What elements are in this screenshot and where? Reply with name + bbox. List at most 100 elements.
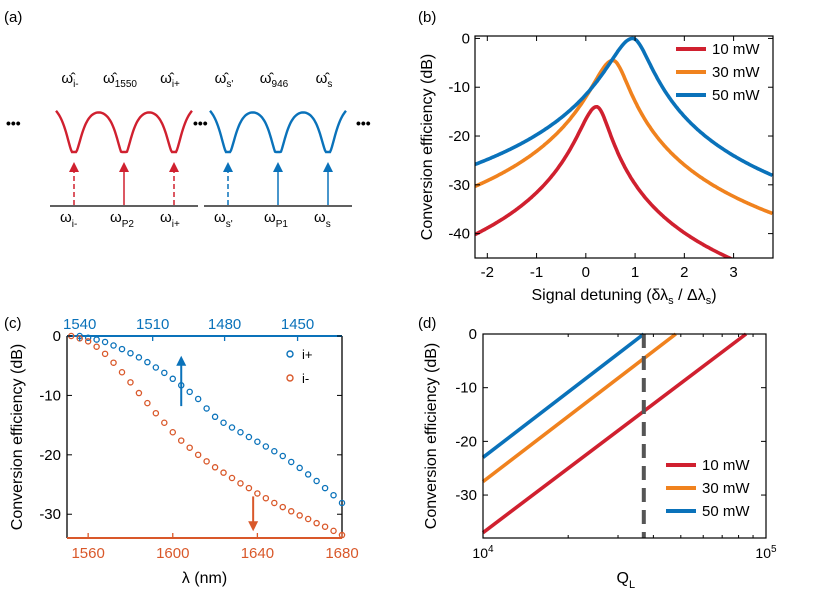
x-axis-label-d: QL bbox=[617, 570, 636, 591]
data-point-i+ bbox=[321, 484, 329, 492]
data-point-i- bbox=[84, 338, 92, 345]
ellipsis-left: ••• bbox=[6, 115, 21, 131]
panel-d-chart: 104 105 0 -10 -20 -30 10 mW 30 mW 50 mW QL Convers… bbox=[423, 326, 777, 591]
panel-label-d: (d) bbox=[418, 315, 436, 332]
legend-label-b-1: 30 mW bbox=[712, 64, 760, 81]
data-point-i- bbox=[93, 343, 100, 350]
arrow-up-head-c bbox=[176, 355, 187, 366]
series-line-d-50mW bbox=[481, 332, 645, 459]
data-point-i- bbox=[203, 458, 210, 465]
y-tick-label-b: -20 bbox=[448, 128, 470, 145]
left-hat-label-1: ω̂1550 bbox=[103, 70, 137, 90]
y-tick-label-d: -30 bbox=[455, 487, 477, 504]
top-tick-label-c: 1480 bbox=[208, 316, 241, 333]
y-tick-label-b: 0 bbox=[462, 30, 470, 47]
plot-frame-d bbox=[482, 333, 767, 539]
data-point-i+ bbox=[135, 354, 143, 361]
x-axis-label-c: λ (nm) bbox=[182, 570, 227, 587]
x-tick-label-c: 1640 bbox=[241, 545, 274, 562]
series-line-d-10mW bbox=[481, 332, 748, 535]
right-hat-label-1: ω̂946 bbox=[260, 70, 289, 90]
ellipsis-middle: ••• bbox=[193, 115, 208, 131]
y-tick-label-c: 0 bbox=[53, 328, 61, 345]
right-freq-label-1: ωP1 bbox=[264, 209, 288, 230]
data-point-i- bbox=[237, 480, 244, 487]
y-tick-label-b: -40 bbox=[448, 226, 470, 243]
data-point-i+ bbox=[237, 428, 244, 436]
series-line-10mW bbox=[475, 105, 734, 258]
data-point-i- bbox=[228, 474, 236, 482]
left-hat-label-2: ω̂i+ bbox=[160, 70, 180, 90]
data-point-i- bbox=[186, 444, 193, 451]
data-point-i- bbox=[279, 503, 287, 511]
data-point-i+ bbox=[271, 448, 278, 455]
data-point-i+ bbox=[110, 342, 117, 349]
data-point-i- bbox=[287, 508, 295, 515]
data-point-i+ bbox=[194, 395, 202, 403]
y-tick-label-d: -20 bbox=[455, 433, 477, 450]
data-point-i- bbox=[144, 399, 151, 407]
left-freq-label-0: ωi- bbox=[60, 209, 77, 230]
y-tick-label-c: -10 bbox=[39, 387, 61, 404]
top-tick-label-c: 1510 bbox=[136, 316, 169, 333]
data-point-i- bbox=[220, 469, 227, 476]
x-tick-label-b: 1 bbox=[631, 264, 639, 281]
data-point-i+ bbox=[254, 438, 261, 446]
left-resonance-curve bbox=[55, 110, 193, 154]
data-point-i+ bbox=[296, 464, 303, 472]
data-point-i- bbox=[152, 409, 160, 417]
data-point-i- bbox=[118, 368, 126, 376]
left-arrow-head-2 bbox=[169, 162, 179, 172]
legend-label-c-1: i- bbox=[302, 371, 309, 386]
data-point-i+ bbox=[161, 369, 168, 377]
panel-label-b: (b) bbox=[418, 9, 436, 26]
y-tick-label-d: 0 bbox=[469, 326, 477, 343]
data-point-i+ bbox=[118, 345, 126, 353]
right-hat-label-0: ω̂s' bbox=[215, 70, 234, 90]
left-freq-label-1: ωP2 bbox=[110, 209, 134, 230]
top-tick-label-c: 1540 bbox=[63, 316, 96, 333]
x-axis-label-b: Signal detuning (δλs / Δλs) bbox=[531, 287, 716, 307]
data-point-i+ bbox=[262, 443, 270, 450]
data-point-i- bbox=[271, 499, 278, 507]
x-tick-label-c: 1600 bbox=[156, 545, 189, 562]
data-point-i- bbox=[169, 428, 177, 436]
data-point-i+ bbox=[93, 336, 100, 343]
y-tick-label-c: -20 bbox=[39, 447, 61, 464]
data-point-i- bbox=[161, 419, 168, 426]
data-point-i- bbox=[177, 437, 185, 444]
x-tick-label-b: -1 bbox=[530, 264, 543, 281]
legend-label-b-2: 50 mW bbox=[712, 87, 760, 104]
right-arrow-head-1 bbox=[273, 162, 283, 172]
data-point-i- bbox=[330, 527, 337, 535]
x-tick-label-b: 3 bbox=[729, 264, 737, 281]
right-freq-label-2: ωs bbox=[314, 209, 331, 230]
data-point-i+ bbox=[169, 375, 177, 383]
data-point-i+ bbox=[228, 424, 236, 431]
left-freq-label-2: ωi+ bbox=[160, 209, 180, 230]
data-point-i+ bbox=[152, 364, 160, 371]
x-tick-label-b: 2 bbox=[680, 264, 688, 281]
data-point-i+ bbox=[211, 413, 219, 421]
data-point-i- bbox=[254, 490, 261, 497]
data-point-i+ bbox=[186, 388, 193, 396]
data-point-i- bbox=[313, 519, 320, 527]
legend-marker-c-1 bbox=[286, 374, 294, 382]
data-point-i- bbox=[262, 494, 270, 502]
y-tick-label-c: -30 bbox=[39, 506, 61, 523]
panel-label-c: (c) bbox=[4, 315, 22, 332]
arrow-down-head-c bbox=[248, 521, 259, 532]
y-tick-label-d: -10 bbox=[455, 380, 477, 397]
data-point-i- bbox=[127, 379, 134, 386]
right-arrow-head-2 bbox=[323, 162, 333, 172]
legend-label-d-0: 10 mW bbox=[702, 457, 750, 474]
x-tick-label-b: 0 bbox=[582, 264, 590, 281]
data-point-i+ bbox=[245, 433, 253, 441]
x-tick-label-c: 1560 bbox=[71, 545, 104, 562]
data-point-i+ bbox=[84, 334, 92, 342]
data-point-i+ bbox=[144, 358, 151, 366]
data-point-i- bbox=[211, 464, 219, 471]
series-line-50mW bbox=[475, 36, 773, 178]
y-tick-label-b: -30 bbox=[448, 177, 470, 194]
